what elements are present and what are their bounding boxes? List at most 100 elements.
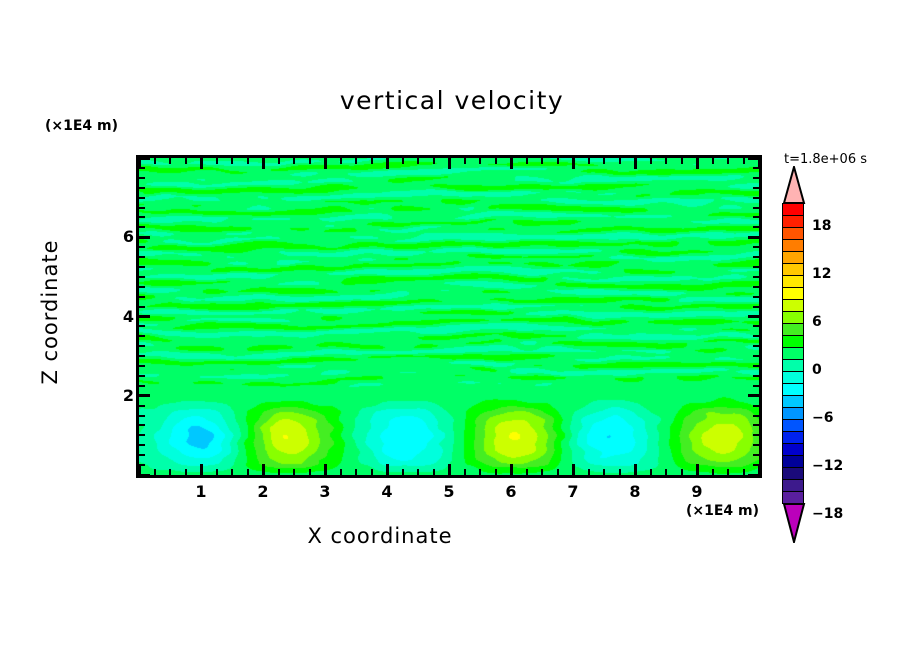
y-tick xyxy=(748,156,759,160)
x-tick xyxy=(757,158,761,169)
x-tick xyxy=(277,469,280,475)
y-tick xyxy=(139,295,145,298)
y-tick xyxy=(139,394,150,398)
x-tick xyxy=(370,469,373,475)
x-tick xyxy=(463,469,466,475)
x-tick xyxy=(509,158,513,169)
x-tick xyxy=(556,158,559,164)
x-axis-title: X coordinate xyxy=(307,524,453,548)
x-tick-label: 1 xyxy=(195,482,207,501)
x-tick xyxy=(494,158,497,164)
x-tick xyxy=(509,464,513,475)
x-tick xyxy=(541,469,543,475)
x-tick xyxy=(603,158,605,164)
x-tick xyxy=(432,158,435,164)
x-tick xyxy=(603,469,605,475)
colorbar xyxy=(782,163,806,546)
x-tick xyxy=(215,469,218,475)
y-tick xyxy=(139,473,150,477)
x-tick xyxy=(447,464,451,475)
y-tick xyxy=(139,335,145,338)
x-tick xyxy=(401,158,404,164)
y-tick xyxy=(753,186,759,189)
y-tick xyxy=(753,196,759,199)
x-tick xyxy=(727,469,729,475)
x-tick xyxy=(339,469,342,475)
x-tick xyxy=(370,158,373,164)
y-tick xyxy=(139,226,145,229)
y-tick xyxy=(753,256,759,259)
y-tick xyxy=(139,216,145,219)
colorbar-label: −6 xyxy=(812,410,834,426)
x-tick xyxy=(355,469,357,475)
plot-frame xyxy=(136,155,762,478)
x-tick xyxy=(742,469,745,475)
x-tick xyxy=(339,158,342,164)
x-tick xyxy=(618,158,621,164)
x-tick xyxy=(417,158,419,164)
y-tick xyxy=(139,424,145,427)
x-tick xyxy=(463,158,466,164)
x-tick xyxy=(199,464,203,475)
x-tick-label: 7 xyxy=(567,482,579,501)
x-tick xyxy=(293,158,295,164)
x-tick xyxy=(727,158,729,164)
y-tick xyxy=(753,226,759,229)
y-tick xyxy=(748,473,759,477)
x-tick xyxy=(323,158,327,169)
y-tick xyxy=(139,196,145,199)
x-tick xyxy=(184,158,187,164)
x-tick xyxy=(695,464,699,475)
x-tick xyxy=(184,469,187,475)
x-tick xyxy=(633,464,637,475)
x-tick xyxy=(153,469,156,475)
x-tick-label: 9 xyxy=(691,482,703,501)
x-tick-label: 5 xyxy=(443,482,455,501)
colorbar-label: 0 xyxy=(812,362,822,378)
y-tick xyxy=(139,454,145,457)
y-tick xyxy=(139,285,145,288)
z-axis-unit-label: (×1E4 m) xyxy=(45,118,119,134)
x-tick xyxy=(137,158,141,169)
y-tick xyxy=(139,404,145,407)
y-tick xyxy=(139,384,145,387)
y-tick xyxy=(139,325,145,328)
x-tick xyxy=(633,158,637,169)
x-axis-unit-label: (×1E4 m) xyxy=(686,503,760,519)
x-tick xyxy=(757,464,761,475)
colorbar-label: −18 xyxy=(812,506,844,522)
x-tick xyxy=(153,158,156,164)
x-tick xyxy=(479,158,481,164)
x-tick-label: 6 xyxy=(505,482,517,501)
x-tick xyxy=(169,469,171,475)
y-tick xyxy=(139,434,145,437)
y-tick xyxy=(139,315,150,318)
y-tick xyxy=(753,285,759,288)
y-tick xyxy=(753,275,759,278)
x-tick-label: 2 xyxy=(257,482,269,501)
contour-field xyxy=(139,158,759,475)
x-tick xyxy=(261,158,265,169)
plot-area xyxy=(136,155,762,478)
x-tick xyxy=(587,158,590,164)
x-tick xyxy=(261,464,265,475)
y-tick xyxy=(753,355,759,358)
y-tick xyxy=(139,246,145,249)
x-tick xyxy=(246,158,249,164)
colorbar-label: 6 xyxy=(812,314,822,330)
x-tick xyxy=(401,469,404,475)
x-tick xyxy=(618,469,621,475)
y-tick xyxy=(753,345,759,348)
y-tick xyxy=(753,216,759,219)
y-tick xyxy=(753,404,759,407)
y-tick xyxy=(139,414,145,417)
y-tick xyxy=(753,206,759,209)
x-tick xyxy=(355,158,357,164)
y-tick xyxy=(139,444,145,447)
x-tick xyxy=(215,158,218,164)
colorbar-over-arrow xyxy=(782,163,806,204)
x-tick xyxy=(308,469,311,475)
y-tick xyxy=(753,365,759,368)
colorbar-label: −12 xyxy=(812,458,844,474)
y-tick xyxy=(139,256,145,259)
